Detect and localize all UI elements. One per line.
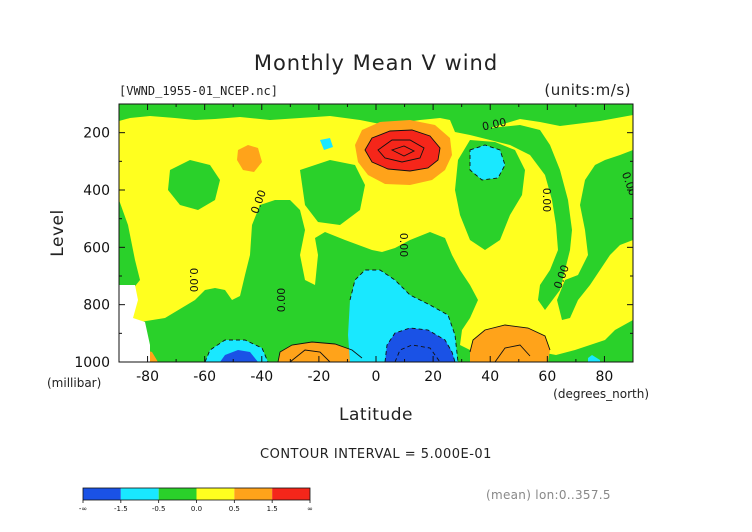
- colorbar: -∞ -1.5 -0.5 0.0 0.5 1.5 ∞: [79, 487, 313, 513]
- svg-text:0.00: 0.00: [540, 188, 553, 213]
- colorbar-swatch: [120, 488, 159, 500]
- y-tick-label: 1000: [74, 355, 110, 371]
- y-tick-label: 400: [83, 183, 110, 199]
- y-tick-label: 600: [83, 240, 110, 256]
- svg-text:0.00: 0.00: [275, 288, 288, 313]
- colorbar-label: -1.5: [114, 505, 128, 513]
- svg-text:0.00: 0.00: [481, 116, 508, 134]
- contour-lines: [277, 129, 551, 362]
- colorbar-swatch: [196, 488, 235, 500]
- negative-contour-lines: [204, 144, 506, 362]
- x-tick-label: -80: [136, 369, 159, 385]
- x-tick-label: 80: [596, 369, 614, 385]
- y-axis: 200 400 600 800 1000: [74, 103, 633, 371]
- contour-plot-area: 0.00 0.00 0.00 0.00 0.00 0.00 0.00 0.00: [119, 104, 633, 362]
- units-label: (units:m/s): [544, 81, 631, 99]
- dataset-subtitle: [VWND_1955-01_NCEP.nc]: [119, 84, 278, 98]
- svg-text:0.00: 0.00: [187, 268, 200, 293]
- y-tick-label: 200: [83, 126, 110, 142]
- colorbar-swatch: [234, 488, 273, 500]
- x-tick-label: -40: [250, 369, 273, 385]
- x-tick-label: -20: [307, 369, 330, 385]
- x-axis-title: Latitude: [339, 405, 413, 425]
- x-tick-label: 20: [424, 369, 442, 385]
- colorbar-swatch: [83, 488, 121, 500]
- colorbar-label: 0.0: [191, 505, 202, 513]
- y-tick-label: 800: [83, 298, 110, 314]
- x-unit-label: (degrees_north): [553, 387, 649, 401]
- svg-text:0.00: 0.00: [397, 233, 410, 258]
- x-axis: -80 -60 -40 -20 0 20 40 60 80: [118, 104, 634, 385]
- chart-title: Monthly Mean V wind: [254, 51, 498, 75]
- blue-regions: [220, 328, 455, 362]
- contour-interval: CONTOUR INTERVAL = 5.000E-01: [260, 447, 492, 462]
- colorbar-swatch: [158, 488, 197, 500]
- colorbar-label: 1.5: [267, 505, 278, 513]
- missing-data-mask: [119, 285, 150, 362]
- x-tick-label: -60: [193, 369, 216, 385]
- footer-note: (mean) lon:0..357.5: [486, 488, 611, 502]
- x-tick-label: 60: [538, 369, 556, 385]
- x-tick-label: 0: [372, 369, 381, 385]
- colorbar-label: 0.5: [229, 505, 240, 513]
- colorbar-label: ∞: [307, 505, 313, 513]
- x-tick-label: 40: [481, 369, 499, 385]
- colorbar-label: -∞: [79, 505, 87, 513]
- colorbar-label: -0.5: [152, 505, 166, 513]
- colorbar-swatch: [272, 488, 310, 500]
- y-axis-title: Level: [48, 209, 68, 256]
- y-unit-label: (millibar): [47, 376, 101, 390]
- red-regions: [365, 130, 440, 171]
